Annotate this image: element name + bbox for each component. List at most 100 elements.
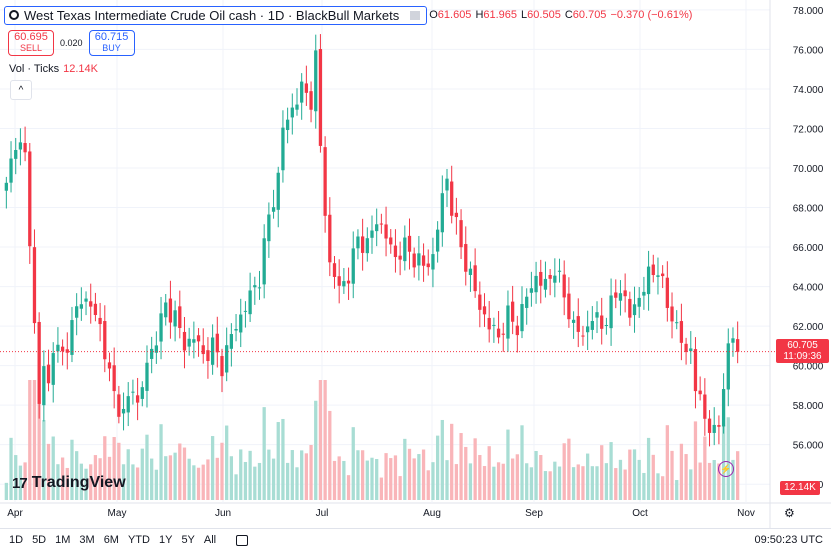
candlestick-chart[interactable]: 78.000 76.000 74.000 72.000 70.000 68.000 66.0… xyxy=(0,0,831,528)
candle xyxy=(609,278,613,346)
volume-bar xyxy=(665,425,669,500)
volume-bar xyxy=(220,442,224,500)
volume-bar xyxy=(393,455,398,500)
sell-button[interactable]: 60.695 SELL xyxy=(8,30,54,56)
volume-bar xyxy=(135,467,140,500)
candle xyxy=(515,315,519,353)
candle xyxy=(37,312,41,419)
timeframe-1m[interactable]: 1M xyxy=(55,534,71,546)
volume-bar xyxy=(543,471,548,500)
candle xyxy=(93,292,98,322)
legend-header: West Texas Intermediate Crude Oil cash ·… xyxy=(4,5,692,25)
candle xyxy=(135,377,140,421)
candle xyxy=(534,261,538,304)
candle xyxy=(51,342,55,403)
collapse-legend-button[interactable]: ^ xyxy=(10,80,32,100)
candle xyxy=(651,254,655,283)
timeframe-1d[interactable]: 1D xyxy=(9,534,24,546)
candle xyxy=(328,197,332,277)
timeframe-5d[interactable]: 5D xyxy=(32,534,47,546)
timeframe-1y[interactable]: 1Y xyxy=(158,534,173,546)
candle xyxy=(675,310,679,330)
timeframe-ytd[interactable]: YTD xyxy=(127,534,150,546)
candle xyxy=(182,316,187,369)
symbol-title: West Texas Intermediate Crude Oil cash ·… xyxy=(24,7,400,23)
chevron-up-icon: ^ xyxy=(18,84,24,96)
candle xyxy=(46,349,51,392)
buy-button[interactable]: 60.715 BUY xyxy=(88,30,135,56)
timeframe-all[interactable]: All xyxy=(203,534,217,546)
volume-bar xyxy=(365,460,369,500)
candle xyxy=(478,281,482,328)
candle xyxy=(70,306,74,363)
volume-bar xyxy=(98,458,102,500)
candle xyxy=(632,286,637,333)
candle xyxy=(562,260,566,316)
candle xyxy=(18,128,23,166)
candle xyxy=(121,392,126,431)
candle xyxy=(243,301,248,328)
x-tick-label: Jun xyxy=(215,508,231,519)
candle xyxy=(164,293,168,326)
timeframe-6m[interactable]: 6M xyxy=(103,534,119,546)
volume-bar xyxy=(496,462,501,500)
y-tick-label: 60.000 xyxy=(793,362,824,373)
calendar-icon[interactable] xyxy=(236,534,249,546)
volume-bar xyxy=(18,465,23,500)
candle xyxy=(23,126,27,162)
candle xyxy=(586,310,590,351)
x-tick-label: Jul xyxy=(316,508,329,519)
candle xyxy=(117,385,121,424)
timeframe-5y[interactable]: 5Y xyxy=(181,534,195,546)
volume-bar xyxy=(239,449,243,500)
volume-bar xyxy=(398,476,402,500)
volume-bar xyxy=(210,436,215,500)
volume-bar xyxy=(731,459,735,500)
volume-bar xyxy=(670,450,674,500)
volume-bar xyxy=(426,470,430,500)
candle xyxy=(225,327,229,382)
volume-bar xyxy=(440,419,444,500)
volume-bar xyxy=(421,449,426,500)
volume-bar xyxy=(323,380,327,500)
candle xyxy=(721,373,726,434)
trade-buttons: 60.695 SELL 0.020 60.715 BUY xyxy=(8,30,135,56)
candle xyxy=(178,290,182,339)
candle xyxy=(693,337,698,409)
candle xyxy=(351,231,355,299)
volume-bar xyxy=(576,464,580,500)
volume-bar xyxy=(370,457,374,500)
timeframe-3m[interactable]: 3M xyxy=(79,534,95,546)
tv-logo-icon: 17 xyxy=(12,474,28,492)
flag-icon[interactable] xyxy=(410,10,421,20)
volume-bar xyxy=(557,466,562,500)
candle xyxy=(314,34,318,129)
candle xyxy=(318,34,323,153)
volume-bar xyxy=(604,463,609,500)
volume-bar xyxy=(196,467,201,500)
candle xyxy=(60,339,65,366)
volume-bar xyxy=(632,449,637,500)
volume-bar xyxy=(567,438,571,500)
candle xyxy=(600,297,604,345)
settings-icon[interactable]: ⚙ xyxy=(784,506,795,520)
candle xyxy=(145,345,149,408)
symbol-box[interactable]: West Texas Intermediate Crude Oil cash ·… xyxy=(4,5,428,25)
candle xyxy=(332,256,337,289)
candle xyxy=(642,276,646,310)
clock[interactable]: 09:50:23 UTC xyxy=(754,534,823,546)
candle xyxy=(234,314,238,342)
candle xyxy=(206,337,210,379)
lightning-icon[interactable]: ⚡ xyxy=(718,461,734,477)
candle xyxy=(689,331,693,365)
price-axis: 78.000 76.000 74.000 72.000 70.000 68.000 66.0… xyxy=(793,6,824,491)
volume-bar xyxy=(675,480,679,500)
volume-bar xyxy=(351,427,355,500)
candle xyxy=(75,293,79,336)
volume-bar xyxy=(478,454,482,500)
candle xyxy=(604,317,609,335)
volume-bar xyxy=(656,473,660,500)
volume-bar xyxy=(56,464,60,500)
volume-bar xyxy=(389,458,393,500)
volume-bar xyxy=(459,433,463,500)
